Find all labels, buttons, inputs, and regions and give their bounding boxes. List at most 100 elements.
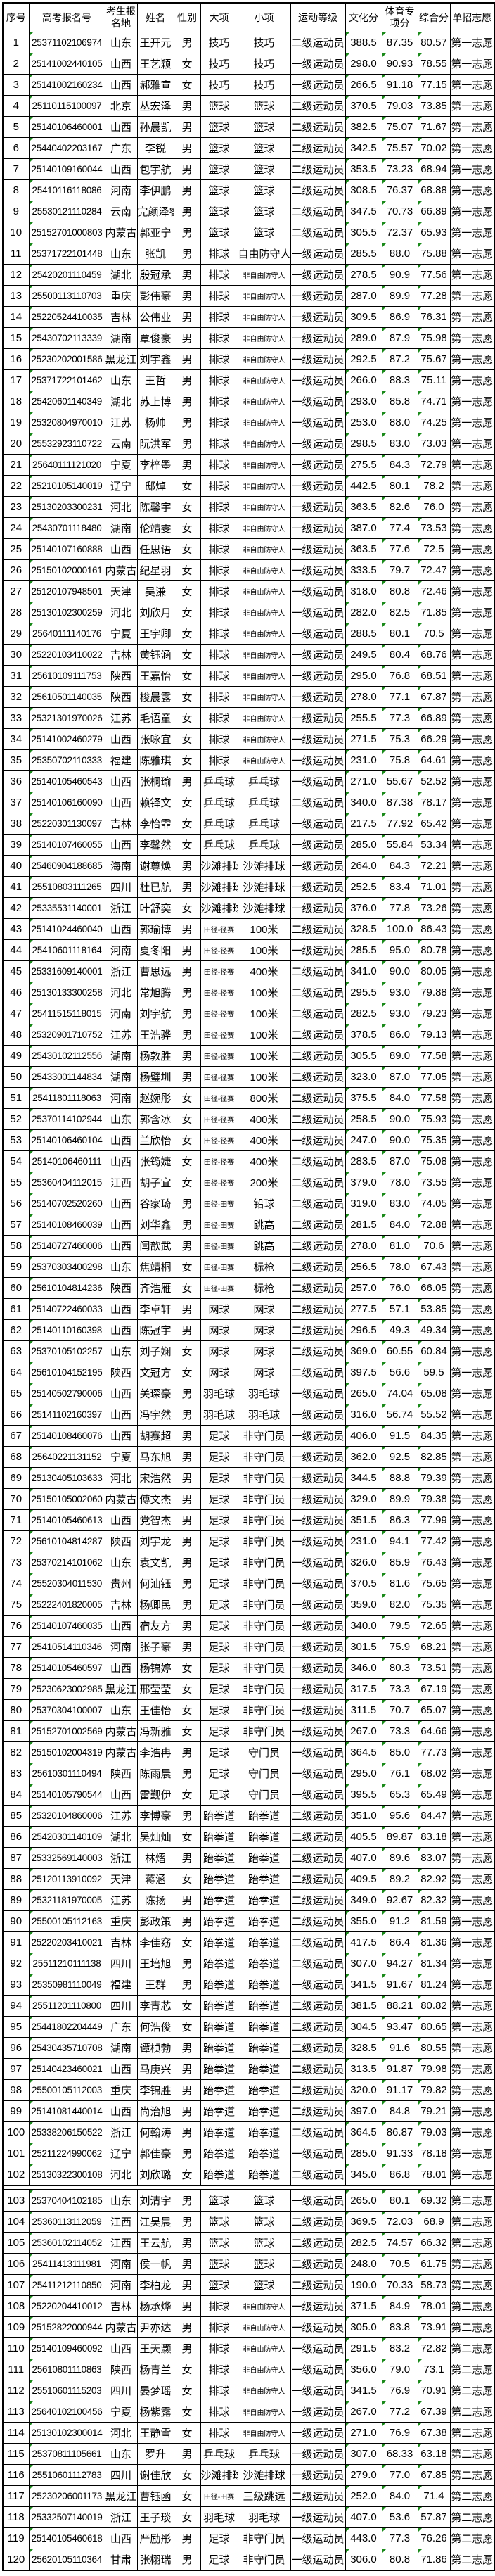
cell-sport: 田径-径赛 bbox=[200, 1150, 238, 1172]
cell-sport: 足球 bbox=[200, 1784, 238, 1806]
cell-culture-score: 295.5 bbox=[345, 982, 382, 1003]
cell-name: 刘子娴 bbox=[136, 1340, 174, 1362]
cell-sport-score: 94.27 bbox=[381, 1953, 418, 1974]
cell-exam-id: 25210105140019 bbox=[28, 475, 105, 497]
cell-gender: 女 bbox=[173, 602, 201, 623]
cell-gender: 男 bbox=[173, 95, 201, 117]
cell-level: 二级运动员 bbox=[290, 792, 346, 813]
cell-choice: 第一志愿 bbox=[449, 538, 495, 560]
cell-culture-score: 369.0 bbox=[345, 1340, 382, 1362]
cell-name: 伦靖雯 bbox=[136, 517, 174, 539]
cell-culture-score: 285.0 bbox=[345, 834, 382, 856]
cell-exam-id: 25140107460055 bbox=[28, 834, 105, 856]
cell-sport: 排球 bbox=[200, 2295, 238, 2317]
cell-sport: 排球 bbox=[200, 728, 238, 750]
cell-region: 云南 bbox=[104, 201, 138, 222]
cell-region: 山西 bbox=[104, 1383, 138, 1404]
cell-sport: 足球 bbox=[200, 1425, 238, 1447]
cell-sport: 排球 bbox=[200, 665, 238, 687]
cell-choice: 第二志愿 bbox=[449, 2211, 495, 2233]
cell-level: 二级运动员 bbox=[290, 1931, 346, 1953]
cell-index: 14 bbox=[2, 306, 30, 328]
col-header-sport-score: 体育专项分 bbox=[381, 2, 418, 32]
table-row: 63 25370105102257 山东 刘子娴女网球 网球 二级运动员 369.0 60.5… bbox=[2, 1340, 495, 1362]
cell-name: 郭亚宁 bbox=[136, 222, 174, 243]
cell-sport: 田径-田赛 bbox=[200, 1214, 238, 1236]
cell-choice: 第一志愿 bbox=[449, 2164, 495, 2186]
cell-culture-score: 277.5 bbox=[345, 1298, 382, 1320]
cell-sport: 田径-田赛 bbox=[200, 1193, 238, 1214]
cell-name: 李伊鹏 bbox=[136, 179, 174, 201]
cell-total-score: 80.55 bbox=[417, 2037, 451, 2059]
cell-gender: 女 bbox=[173, 1720, 201, 1742]
table-row: 60 25610104814236 陕西 齐浩雁女田径-田赛 标枪 二级运动员 257.0 7… bbox=[2, 1277, 495, 1299]
cell-name: 傅文杰 bbox=[136, 1488, 174, 1510]
table-row: 2 25141002440105 山西 王艺颖女技巧 技巧 一级运动员 298.0 90.93… bbox=[2, 53, 495, 75]
cell-region: 黑龙江 bbox=[104, 348, 138, 370]
cell-culture-score: 293.0 bbox=[345, 391, 382, 412]
cell-level: 一级运动员 bbox=[290, 1615, 346, 1637]
cell-exam-id: 25411515118015 bbox=[28, 1003, 105, 1024]
cell-exam-id: 25320804970010 bbox=[28, 412, 105, 433]
cell-gender: 男 bbox=[173, 2121, 201, 2143]
cell-level: 一级运动员 bbox=[290, 2337, 346, 2359]
cell-event: 沙滩排球 bbox=[237, 897, 291, 919]
cell-gender: 男 bbox=[173, 2443, 201, 2465]
cell-sport-score: 91.6 bbox=[381, 2037, 418, 2059]
table-row: 4 25110115100097 北京 丛宏泽男篮球 篮球 二级运动员 370.5 79.03… bbox=[2, 95, 495, 117]
cell-gender: 女 bbox=[173, 517, 201, 539]
cell-culture-score: 328.5 bbox=[345, 918, 382, 940]
cell-culture-score: 256.5 bbox=[345, 1256, 382, 1278]
cell-index: 16 bbox=[2, 348, 30, 370]
cell-index: 38 bbox=[2, 813, 30, 835]
cell-event: 三级跳远 bbox=[237, 2485, 291, 2507]
cell-region: 山东 bbox=[104, 1108, 138, 1130]
cell-event: 跳高 bbox=[237, 1235, 291, 1257]
cell-culture-score: 340.0 bbox=[345, 792, 382, 813]
cell-sport: 羽毛球 bbox=[200, 1404, 238, 1426]
cell-index: 6 bbox=[2, 137, 30, 159]
cell-choice: 第一志愿 bbox=[449, 749, 495, 771]
cell-gender: 男 bbox=[173, 2232, 201, 2254]
col-header-index: 序号 bbox=[2, 2, 30, 32]
cell-total-score: 71.86 bbox=[417, 2549, 451, 2571]
cell-culture-score: 342.5 bbox=[345, 137, 382, 159]
cell-choice: 第二志愿 bbox=[449, 2274, 495, 2296]
cell-choice: 第一志愿 bbox=[449, 1699, 495, 1721]
table-row: 29 25640111140176 宁夏 王宇卿女排球 非自由防守人 一级运动员 288.5… bbox=[2, 623, 495, 645]
table-row: 120 25620105110364 甘肃 张栩瑞男足球 非守门员 一级运动员 306.0 8… bbox=[2, 2549, 495, 2571]
table-row: 62 25140110160398 山西 陈冠宇男网球 网球 二级运动员 296.5 49.3… bbox=[2, 1319, 495, 1341]
cell-level: 二级运动员 bbox=[290, 1256, 346, 1278]
cell-culture-score: 298.0 bbox=[345, 53, 382, 75]
cell-gender: 女 bbox=[173, 1150, 201, 1172]
cell-choice: 第一志愿 bbox=[449, 433, 495, 455]
cell-gender: 男 bbox=[173, 2316, 201, 2338]
cell-gender: 女 bbox=[173, 2359, 201, 2380]
cell-culture-score: 387.0 bbox=[345, 517, 382, 539]
cell-gender: 女 bbox=[173, 1995, 201, 2017]
cell-region: 山西 bbox=[104, 1150, 138, 1172]
cell-exam-id: 25430435710708 bbox=[28, 2037, 105, 2059]
col-header-gender: 性别 bbox=[173, 2, 201, 32]
cell-gender: 男 bbox=[173, 1552, 201, 1573]
table-row: 86 25420301140109 湖北 吴灿灿女跆拳道 跆拳道 二级运动员 405.5 89… bbox=[2, 1826, 495, 1848]
cell-choice: 第一志愿 bbox=[449, 32, 495, 53]
table-row: 95 25441802204449 广东 何浩俊女跆拳道 跆拳道 二级运动员 304.5 93… bbox=[2, 2016, 495, 2038]
cell-gender: 男 bbox=[173, 412, 201, 433]
cell-culture-score: 379.0 bbox=[345, 1172, 382, 1193]
cell-choice: 第一志愿 bbox=[449, 496, 495, 518]
cell-name: 李柏龙 bbox=[136, 2274, 174, 2296]
cell-sport-score: 81.6 bbox=[381, 1573, 418, 1594]
cell-exam-id: 25152701002569 bbox=[28, 1720, 105, 1742]
cell-gender: 男 bbox=[173, 1509, 201, 1531]
cell-choice: 第一志愿 bbox=[449, 475, 495, 497]
cell-index: 111 bbox=[2, 2359, 30, 2380]
cell-sport-score: 75.07 bbox=[381, 116, 418, 138]
cell-level: 一级运动员 bbox=[290, 391, 346, 412]
cell-index: 56 bbox=[2, 1193, 30, 1214]
table-row: 18 25420601140349 湖北 苏上博男排球 非自由防守人 一级运动员 293.0… bbox=[2, 391, 495, 412]
table-row: 53 25140106460104 山西 兰欣怡女田径-径赛 400米 一级运动员 247.… bbox=[2, 1129, 495, 1151]
cell-culture-score: 362.0 bbox=[345, 1446, 382, 1468]
cell-region: 陕西 bbox=[104, 2359, 138, 2380]
cell-culture-score: 397.5 bbox=[345, 1362, 382, 1383]
